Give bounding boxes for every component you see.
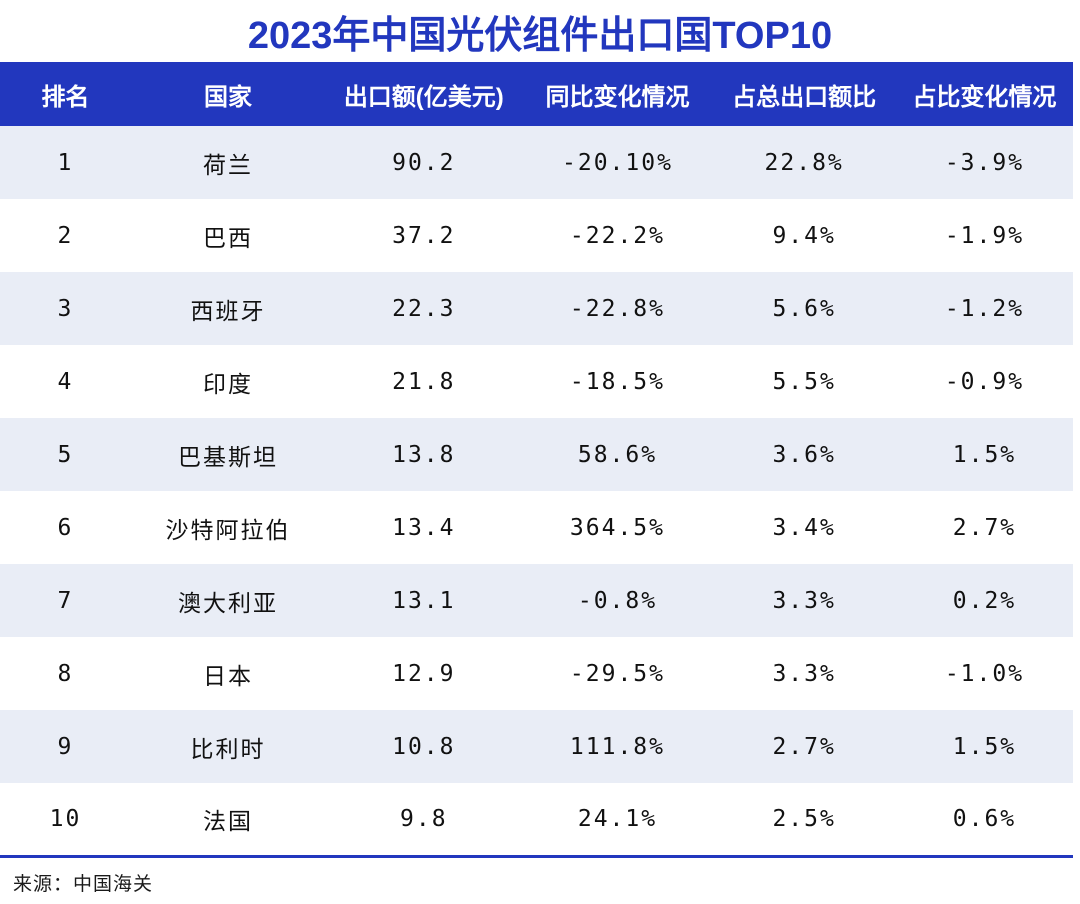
cell-share_change: 1.5% xyxy=(952,441,1017,468)
cell-rank: 6 xyxy=(57,514,74,541)
table-row: 4 印度 21.8 -18.5% 5.5% -0.9% xyxy=(0,345,1073,418)
cell-share: 5.6% xyxy=(772,295,836,322)
cell-share_change: -3.9% xyxy=(944,149,1025,176)
cell-rank: 3 xyxy=(57,295,74,322)
cell-export_value: 12.9 xyxy=(392,660,456,687)
cell-country: 荷兰 xyxy=(202,152,253,179)
column-header-country: 国家 xyxy=(130,62,326,126)
cell-yoy_change: 58.6% xyxy=(577,441,658,468)
table-row: 3 西班牙 22.3 -22.8% 5.6% -1.2% xyxy=(0,272,1073,345)
cell-rank: 10 xyxy=(49,805,82,832)
cell-share_change: 0.6% xyxy=(952,805,1017,832)
cell-export_value: 13.8 xyxy=(392,441,456,468)
table-row: 1 荷兰 90.2 -20.10% 22.8% -3.9% xyxy=(0,126,1073,199)
cell-share: 3.6% xyxy=(772,441,836,468)
cell-export_value: 9.8 xyxy=(400,805,448,832)
table-row: 10 法国 9.8 24.1% 2.5% 0.6% xyxy=(0,783,1073,856)
table-row: 7 澳大利亚 13.1 -0.8% 3.3% 0.2% xyxy=(0,564,1073,637)
table-row: 9 比利时 10.8 111.8% 2.7% 1.5% xyxy=(0,710,1073,783)
cell-rank: 2 xyxy=(57,222,74,249)
cell-export_value: 13.1 xyxy=(392,587,456,614)
cell-rank: 7 xyxy=(57,587,74,614)
column-header-export_value: 出口额(亿美元) xyxy=(325,62,523,126)
cell-yoy_change: -22.2% xyxy=(569,222,666,249)
cell-country: 澳大利亚 xyxy=(177,590,278,617)
table-row: 8 日本 12.9 -29.5% 3.3% -1.0% xyxy=(0,637,1073,710)
cell-rank: 1 xyxy=(57,149,74,176)
cell-rank: 9 xyxy=(57,733,74,760)
cell-share: 2.7% xyxy=(772,733,836,760)
table-row: 6 沙特阿拉伯 13.4 364.5% 3.4% 2.7% xyxy=(0,491,1073,564)
cell-share: 22.8% xyxy=(764,149,844,176)
cell-share_change: -1.0% xyxy=(944,660,1025,687)
cell-share: 3.3% xyxy=(772,587,836,614)
cell-share: 3.4% xyxy=(772,514,836,541)
cell-rank: 5 xyxy=(57,441,74,468)
cell-country: 比利时 xyxy=(190,736,266,763)
column-header-rank: 排名 xyxy=(0,62,131,126)
cell-share_change: 2.7% xyxy=(952,514,1017,541)
cell-country: 日本 xyxy=(202,663,253,690)
cell-yoy_change: 24.1% xyxy=(577,805,658,832)
source-note: 来源：中国海关 xyxy=(13,873,154,895)
cell-export_value: 10.8 xyxy=(392,733,456,760)
table-header-row: 排名 国家 出口额(亿美元) 同比变化情况 占总出口额比 占比变化情况 xyxy=(0,62,1073,126)
cell-share_change: 0.2% xyxy=(952,587,1017,614)
cell-share_change: 1.5% xyxy=(952,733,1017,760)
cell-country: 西班牙 xyxy=(190,298,266,325)
cell-share: 3.3% xyxy=(772,660,836,687)
cell-share: 2.5% xyxy=(772,805,836,832)
column-header-share_change: 占比变化情况 xyxy=(895,62,1073,126)
table-row: 5 巴基斯坦 13.8 58.6% 3.6% 1.5% xyxy=(0,418,1073,491)
cell-country: 法国 xyxy=(202,808,253,835)
cell-share_change: -1.2% xyxy=(944,295,1025,322)
export-top10-table: 排名 国家 出口额(亿美元) 同比变化情况 占总出口额比 占比变化情况 1 荷兰 90.2 -2… xyxy=(0,62,1073,858)
cell-yoy_change: -29.5% xyxy=(569,660,666,687)
cell-export_value: 21.8 xyxy=(392,368,456,395)
column-header-share: 占总出口额比 xyxy=(712,62,896,126)
cell-country: 沙特阿拉伯 xyxy=(165,517,291,544)
cell-rank: 8 xyxy=(57,660,74,687)
cell-export_value: 90.2 xyxy=(392,149,456,176)
cell-yoy_change: -22.8% xyxy=(569,295,666,322)
cell-share_change: -0.9% xyxy=(944,368,1025,395)
cell-export_value: 37.2 xyxy=(392,222,456,249)
cell-rank: 4 xyxy=(57,368,74,395)
cell-yoy_change: 111.8% xyxy=(569,733,666,760)
page-title: 2023年中国光伏组件出口国TOP10 xyxy=(247,14,833,57)
table-row: 2 巴西 37.2 -22.2% 9.4% -1.9% xyxy=(0,199,1073,272)
cell-yoy_change: -20.10% xyxy=(562,149,673,176)
cell-country: 印度 xyxy=(202,371,253,398)
cell-yoy_change: -18.5% xyxy=(569,368,666,395)
cell-share_change: -1.9% xyxy=(944,222,1025,249)
cell-share: 5.5% xyxy=(772,368,836,395)
cell-yoy_change: -0.8% xyxy=(577,587,658,614)
cell-export_value: 13.4 xyxy=(392,514,456,541)
cell-yoy_change: 364.5% xyxy=(569,514,666,541)
cell-country: 巴基斯坦 xyxy=(177,444,278,471)
cell-country: 巴西 xyxy=(202,225,253,252)
cell-export_value: 22.3 xyxy=(392,295,456,322)
cell-share: 9.4% xyxy=(772,222,836,249)
column-header-yoy_change: 同比变化情况 xyxy=(522,62,713,126)
